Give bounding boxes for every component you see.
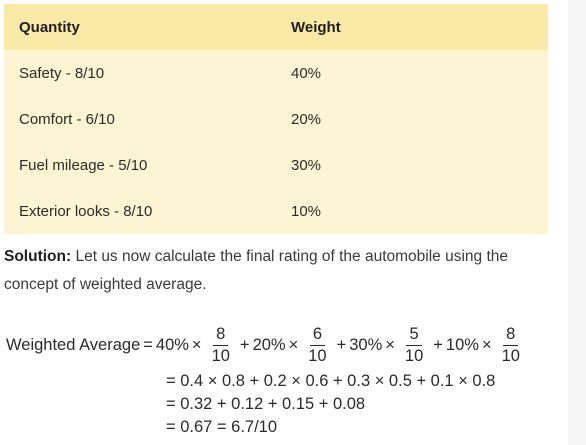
solution-label: Solution:	[4, 248, 71, 265]
solution-text: Let us now calculate the final rating of…	[4, 248, 508, 293]
fraction-denominator: 10	[499, 346, 523, 366]
equation-result-line: = 0.67 = 6.7/10	[6, 416, 527, 439]
fraction: 8 10	[209, 325, 233, 366]
table-row: Exterior looks - 8/10 10%	[4, 188, 548, 234]
plus-sign: +	[337, 336, 347, 355]
quantity-cell: Exterior looks - 8/10	[4, 188, 276, 234]
column-header-quantity: Quantity	[4, 4, 276, 50]
column-header-weight: Weight	[276, 4, 548, 50]
fraction: 6 10	[305, 325, 329, 366]
equation-first-line: Weighted Average = 40% × 8 10 + 20% × 6 …	[6, 320, 527, 370]
weight-cell: 30%	[276, 142, 548, 188]
weight-cell: 20%	[276, 96, 548, 142]
weight-cell: 40%	[276, 50, 548, 96]
times-sign: ×	[385, 336, 395, 355]
fraction-numerator: 5	[406, 325, 421, 346]
weights-table: Quantity Weight Safety - 8/10 40% Comfor…	[4, 4, 548, 234]
table-row: Safety - 8/10 40%	[4, 50, 548, 96]
fraction-numerator: 6	[310, 325, 325, 346]
fraction-denominator: 10	[209, 346, 233, 366]
table-header-row: Quantity Weight	[4, 4, 548, 50]
fraction: 5 10	[402, 325, 426, 366]
fraction: 8 10	[499, 325, 523, 366]
term-weight: 30%	[349, 336, 382, 355]
term-weight: 40%	[156, 336, 189, 355]
plus-sign: +	[433, 336, 443, 355]
quantity-cell: Safety - 8/10	[4, 50, 276, 96]
fraction-denominator: 10	[305, 346, 329, 366]
equation-lhs: Weighted Average	[6, 336, 140, 355]
table-row: Fuel mileage - 5/10 30%	[4, 142, 548, 188]
term-weight: 20%	[253, 336, 286, 355]
fraction-numerator: 8	[503, 325, 518, 346]
times-sign: ×	[289, 336, 299, 355]
times-sign: ×	[192, 336, 202, 355]
quantity-cell: Fuel mileage - 5/10	[4, 142, 276, 188]
equals-sign: =	[143, 336, 153, 355]
equation-line: = 0.32 + 0.12 + 0.15 + 0.08	[6, 393, 527, 416]
weight-cell: 10%	[276, 188, 548, 234]
solution-paragraph: Solution: Let us now calculate the final…	[4, 243, 544, 299]
term-weight: 10%	[446, 336, 479, 355]
scrollbar-track[interactable]	[568, 0, 586, 445]
equation-line: = 0.4 × 0.8 + 0.2 × 0.6 + 0.3 × 0.5 + 0.…	[6, 370, 527, 393]
weighted-average-equation: Weighted Average = 40% × 8 10 + 20% × 6 …	[6, 320, 527, 439]
fraction-numerator: 8	[213, 325, 228, 346]
plus-sign: +	[240, 336, 250, 355]
quantity-cell: Comfort - 6/10	[4, 96, 276, 142]
times-sign: ×	[482, 336, 492, 355]
table-row: Comfort - 6/10 20%	[4, 96, 548, 142]
fraction-denominator: 10	[402, 346, 426, 366]
